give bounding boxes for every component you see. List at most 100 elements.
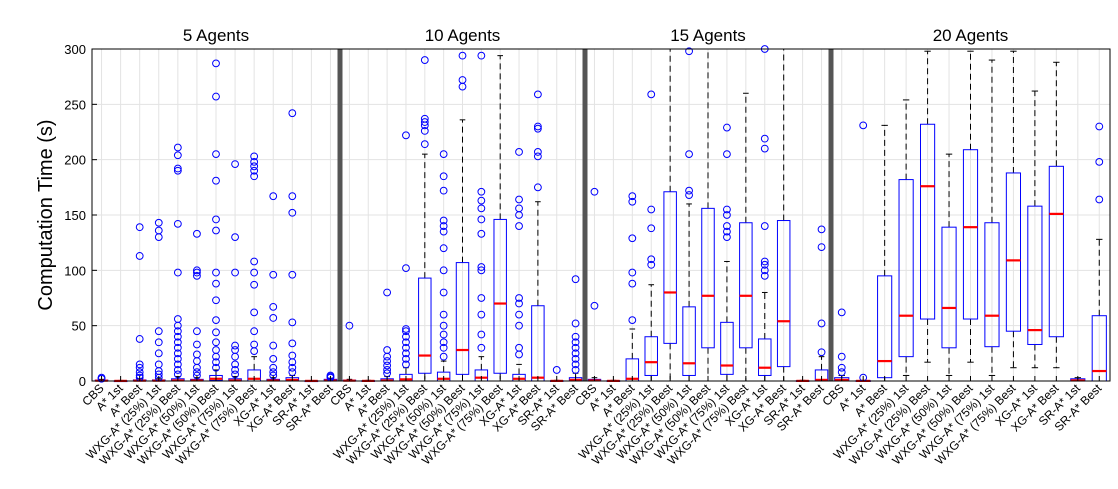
outlier-point — [515, 195, 523, 204]
outlier-point — [269, 341, 278, 350]
outlier-point — [231, 268, 239, 277]
outlier-point — [723, 205, 731, 214]
outlier-point — [571, 349, 580, 358]
outlier-point — [760, 222, 769, 230]
box-iqr — [919, 123, 936, 320]
outlier-point — [288, 339, 297, 348]
outlier-point — [288, 351, 297, 360]
outlier-point — [477, 229, 486, 238]
outlier-point — [477, 51, 486, 60]
outlier-point — [515, 294, 523, 302]
outlier-point — [647, 205, 656, 214]
y-tick-label: 200 — [64, 153, 86, 168]
outlier-point — [647, 90, 656, 99]
outlier-point — [439, 266, 448, 275]
outlier-point — [571, 360, 580, 369]
box-4 — [898, 99, 914, 376]
y-tick-label: 150 — [64, 208, 86, 223]
box-9 — [1005, 50, 1022, 369]
outlier-point — [269, 354, 278, 363]
outlier-point — [173, 327, 182, 336]
box-iqr — [1005, 172, 1022, 332]
outlier-point — [231, 341, 239, 350]
outlier-point — [250, 172, 259, 181]
outlier-point — [402, 360, 410, 369]
outlier-point — [212, 226, 220, 235]
outlier-point — [402, 264, 410, 273]
box-iqr — [758, 338, 772, 376]
outlier-point — [173, 315, 182, 323]
y-tick-label: 50 — [72, 319, 86, 334]
outlier-point — [173, 349, 182, 358]
outlier-point — [439, 227, 448, 236]
outlier-point — [250, 308, 259, 317]
outlier-point — [173, 360, 182, 369]
outlier-point — [135, 335, 144, 343]
outlier-point — [439, 352, 448, 361]
outlier-point — [647, 260, 656, 269]
outlier-point — [135, 252, 144, 260]
box-iqr — [720, 321, 734, 375]
box-iqr — [776, 220, 791, 368]
outlier-point — [477, 266, 486, 275]
box-iqr — [941, 226, 957, 349]
outlier-point — [477, 187, 486, 196]
outlier-point — [533, 122, 542, 131]
outlier-point — [420, 140, 429, 149]
outlier-point — [628, 192, 637, 201]
outlier-point — [1095, 122, 1104, 131]
outlier-point — [173, 268, 182, 277]
outlier-point — [402, 343, 410, 352]
box-iqr — [493, 218, 507, 374]
outlier-point — [250, 152, 259, 161]
outlier-point — [269, 363, 278, 372]
outlier-point — [533, 183, 542, 192]
outlier-point — [439, 343, 448, 352]
outlier-point — [173, 164, 182, 173]
outlier-point — [571, 319, 580, 328]
box-5 — [919, 50, 936, 363]
outlier-point — [212, 316, 220, 325]
outlier-point — [288, 363, 297, 372]
outlier-point — [760, 271, 769, 280]
outlier-point — [212, 176, 220, 185]
outlier-point — [837, 352, 846, 361]
outlier-point — [685, 186, 693, 195]
outlier-point — [250, 166, 259, 175]
outlier-point — [439, 216, 448, 225]
outlier-point — [760, 266, 769, 275]
outlier-point — [193, 350, 201, 359]
outlier-point — [135, 368, 144, 377]
outlier-point — [135, 363, 144, 372]
outlier-point — [420, 126, 429, 135]
box-6 — [682, 47, 696, 382]
outlier-point — [647, 255, 656, 264]
outlier-point — [383, 346, 392, 354]
outlier-point — [383, 288, 392, 297]
outlier-point — [533, 90, 542, 99]
outlier-point — [288, 368, 297, 377]
outlier-point — [859, 121, 868, 130]
outlier-point — [837, 363, 846, 372]
outlier-point — [212, 215, 220, 224]
outlier-point — [269, 314, 278, 322]
outlier-point — [402, 349, 410, 358]
axis-layer: 0 50 100 150 200 250 300 Computation Time (s) — [35, 42, 1111, 389]
outlier-point — [439, 338, 448, 347]
outlier-point — [173, 338, 182, 347]
outlier-point — [515, 299, 523, 308]
panel-title: 20 Agents — [933, 26, 1009, 45]
outlier-point — [288, 318, 297, 327]
outlier-point — [193, 229, 201, 238]
outlier-point — [250, 257, 259, 266]
y-tick-label: 0 — [79, 374, 86, 389]
outlier-point — [193, 340, 201, 349]
outlier-point — [193, 266, 201, 275]
outlier-point — [685, 150, 693, 159]
outlier-point — [515, 321, 523, 330]
outlier-point — [420, 56, 429, 64]
outlier-point — [817, 348, 826, 357]
outlier-point — [212, 296, 220, 305]
